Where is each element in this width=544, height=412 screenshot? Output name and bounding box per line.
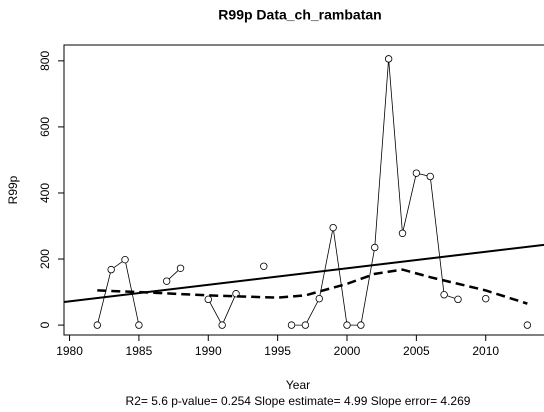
y-axis-label: R99p	[6, 175, 20, 204]
chart-title: R99p Data_ch_rambatan	[218, 7, 381, 23]
x-axis-label: Year	[286, 378, 310, 392]
data-point	[107, 265, 115, 274]
data-point	[523, 321, 532, 329]
x-tick-label: 1985	[126, 344, 153, 358]
data-point	[162, 277, 171, 285]
x-tick-label: 2000	[334, 344, 361, 358]
data-point	[301, 321, 310, 329]
data-point	[440, 291, 448, 299]
y-tick-label: 0	[38, 321, 52, 328]
data-point	[93, 321, 101, 329]
data-point	[121, 255, 129, 264]
x-tick-label: 1995	[264, 344, 291, 358]
x-tick-label: 2010	[472, 344, 499, 358]
data-point	[204, 295, 212, 304]
data-point	[412, 169, 421, 177]
series-line	[63, 243, 544, 303]
data-point	[482, 294, 490, 303]
data-point	[176, 264, 185, 272]
data-point	[135, 321, 143, 329]
data-point	[218, 321, 226, 329]
x-tick-label: 1980	[56, 344, 83, 358]
x-tick-label: 2005	[403, 344, 430, 358]
data-point	[384, 55, 393, 63]
y-tick-label: 800	[38, 51, 52, 71]
footnote: R2= 5.6 p-value= 0.254 Slope estimate= 4…	[126, 394, 471, 408]
series-line	[97, 268, 528, 305]
y-tick-label: 400	[38, 183, 52, 203]
data-point	[371, 243, 379, 252]
data-point	[357, 321, 365, 329]
data-point	[287, 321, 296, 329]
x-tick-label: 1990	[195, 344, 222, 358]
data-point	[398, 229, 407, 237]
data-point	[454, 295, 462, 304]
data-point	[426, 172, 434, 181]
y-tick-label: 600	[38, 117, 52, 137]
plot-frame	[63, 44, 544, 336]
data-point	[260, 262, 268, 270]
data-point	[343, 321, 351, 329]
data-point	[329, 223, 337, 232]
y-tick-label: 200	[38, 249, 52, 269]
data-point	[315, 294, 323, 303]
